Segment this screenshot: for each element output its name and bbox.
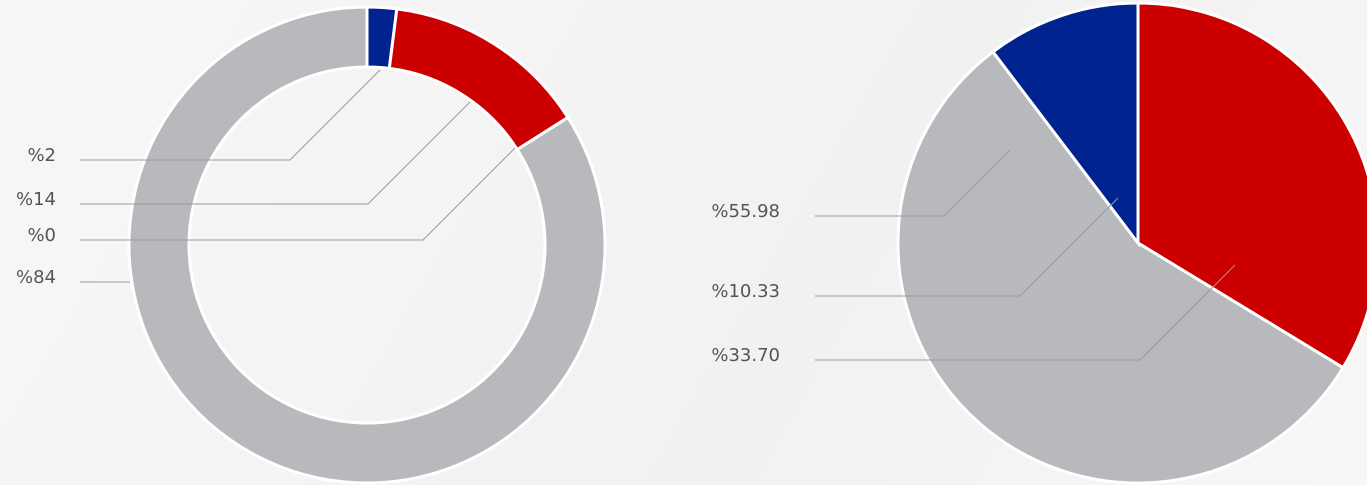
slice-label: %84 <box>16 267 56 288</box>
leader-line <box>80 69 381 161</box>
leader-line <box>815 149 1011 217</box>
pie-slice <box>387 7 571 152</box>
leader-line <box>80 147 516 241</box>
pie-slice <box>896 49 1346 485</box>
pie-slice <box>127 5 607 485</box>
leader-line <box>815 264 1236 361</box>
slice-label: %14 <box>16 189 56 210</box>
leader-line <box>80 101 471 205</box>
slice-label: %10.33 <box>711 281 780 302</box>
slice-label: %2 <box>27 145 56 166</box>
pie-slice <box>990 1 1140 248</box>
slice-label: %0 <box>27 225 56 246</box>
leader-line <box>815 197 1119 297</box>
slice-label: %33.70 <box>711 345 780 366</box>
slice-label: %55.98 <box>711 201 780 222</box>
